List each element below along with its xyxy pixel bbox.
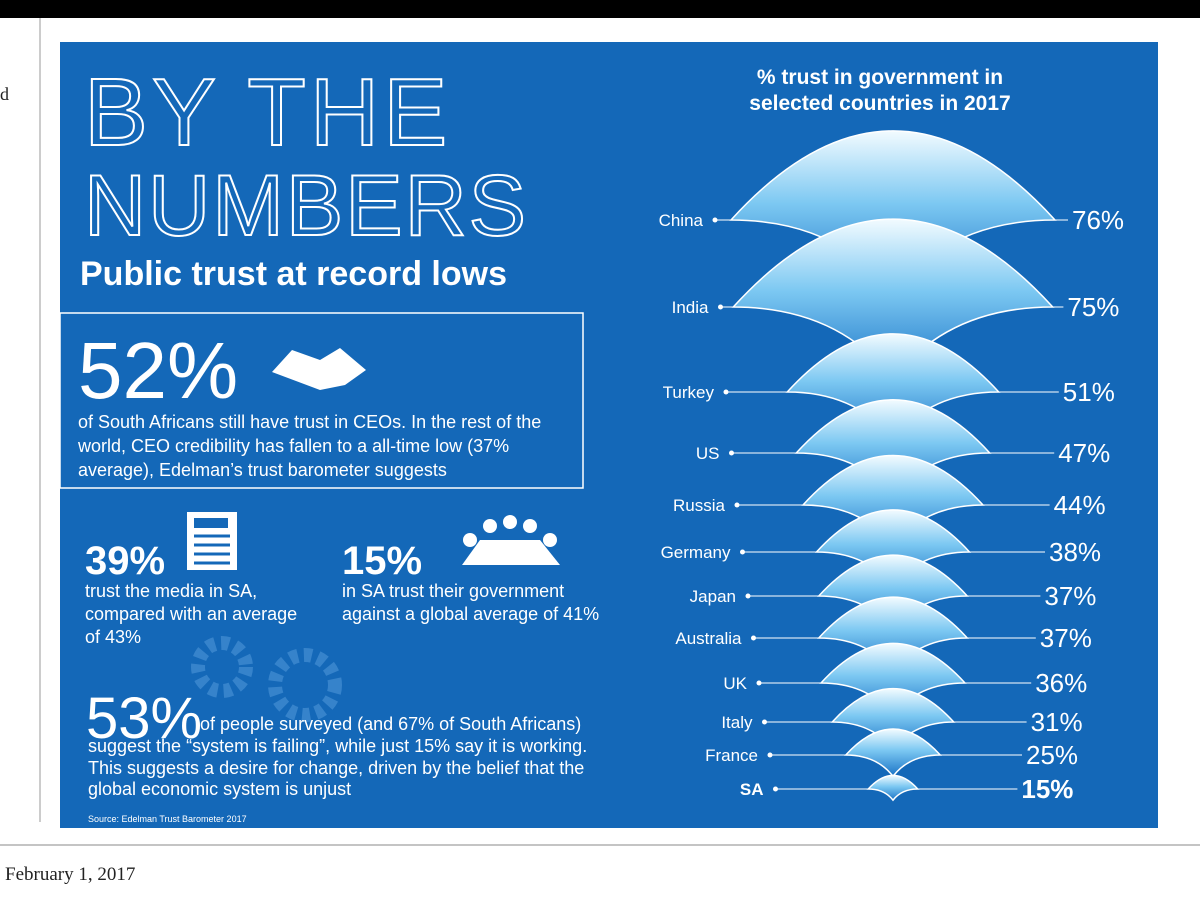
category-label: Australia xyxy=(675,629,742,648)
leader-dot xyxy=(756,680,762,686)
fan-segment xyxy=(731,218,1055,381)
leader-dot xyxy=(718,304,723,310)
value-label: 75% xyxy=(1067,292,1119,322)
fragment-text: d xyxy=(0,84,9,104)
stat-text: of people surveyed (and 67% of South Afr… xyxy=(200,714,581,734)
handshake-icon xyxy=(272,348,366,390)
value-label: 37% xyxy=(1044,581,1096,611)
category-label: Turkey xyxy=(663,383,715,402)
leader-dot xyxy=(762,719,767,725)
value-label: 44% xyxy=(1054,490,1106,520)
value-label: 37% xyxy=(1040,623,1092,653)
leader-dot xyxy=(712,217,718,223)
value-label: 38% xyxy=(1049,537,1101,567)
value-label: 76% xyxy=(1072,205,1124,235)
category-label: Japan xyxy=(690,587,736,606)
stat-text: trust the media in SA, xyxy=(85,581,257,601)
value-label: 15% xyxy=(1021,774,1073,804)
stat-text: world, CEO credibility has fallen to a a… xyxy=(77,436,509,456)
stat-text: of 43% xyxy=(85,627,141,647)
stat-box xyxy=(59,312,584,489)
stat-text: global economic system is unjust xyxy=(88,779,351,799)
news-icon xyxy=(187,512,237,570)
stat-value: 15% xyxy=(342,539,422,583)
left-content: BY THE NUMBERS xyxy=(59,58,584,722)
stat-text: This suggests a desire for change, drive… xyxy=(88,758,584,778)
stat-text: in SA trust their government xyxy=(342,581,564,601)
headline: BY THE xyxy=(84,59,451,166)
gear-icon xyxy=(191,636,342,722)
category-label: SA xyxy=(740,780,764,799)
fan-segment xyxy=(844,728,942,778)
fan-segment xyxy=(866,774,920,802)
chart-title: % trust in government in xyxy=(757,66,1003,89)
leader-dot xyxy=(729,450,734,456)
source: Source: Edelman Trust Barometer 2017 xyxy=(88,814,247,824)
subtitle: Public trust at record lows xyxy=(80,255,507,293)
leader-dot xyxy=(723,389,729,395)
value-label: 51% xyxy=(1063,377,1115,407)
leader-dot xyxy=(740,549,745,555)
category-label: Italy xyxy=(721,713,753,732)
category-label: Russia xyxy=(673,496,726,515)
chart-title: selected countries in 2017 xyxy=(749,92,1010,115)
value-label: 47% xyxy=(1058,438,1110,468)
leader-dot xyxy=(767,752,773,758)
value-label: 36% xyxy=(1035,668,1087,698)
category-label: India xyxy=(672,298,709,317)
category-label: UK xyxy=(723,674,747,693)
category-label: US xyxy=(696,444,720,463)
stat-text: suggest the “system is failing”, while j… xyxy=(88,736,587,756)
category-label: France xyxy=(705,746,758,765)
category-label: China xyxy=(659,211,704,230)
stat-text: average), Edelman’s trust barometer sugg… xyxy=(78,460,447,480)
leader-dot xyxy=(745,593,751,599)
headline: NUMBERS xyxy=(84,158,528,254)
date: February 1, 2017 xyxy=(5,864,135,885)
stat-text: against a global average of 41% xyxy=(342,604,599,624)
category-label: Germany xyxy=(661,543,731,562)
stat-text: of South Africans still have trust in CE… xyxy=(78,412,541,432)
stat-value: 53% xyxy=(86,686,202,751)
fan-segment xyxy=(819,642,967,717)
value-label: 31% xyxy=(1031,707,1083,737)
leader-dot xyxy=(734,502,740,508)
top-bar xyxy=(0,0,1200,18)
meeting-icon xyxy=(462,515,560,565)
stat-text: compared with an average xyxy=(85,604,297,624)
leader-dot xyxy=(751,635,756,641)
stat-value: 39% xyxy=(85,539,165,583)
value-label: 25% xyxy=(1026,740,1078,770)
stat-value: 52% xyxy=(78,326,238,415)
leader-dot xyxy=(773,786,778,792)
fan-segment xyxy=(830,688,956,751)
